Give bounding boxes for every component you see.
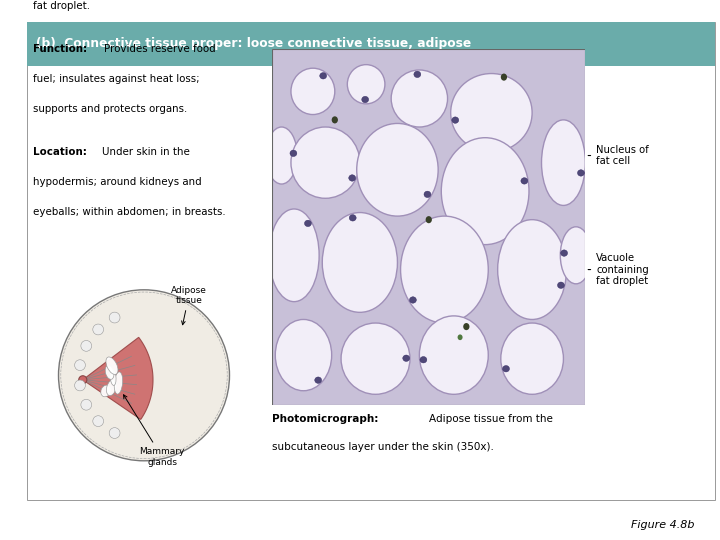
Text: fuel; insulates against heat loss;: fuel; insulates against heat loss; xyxy=(33,74,199,84)
Ellipse shape xyxy=(577,170,585,176)
Text: Vacuole
containing
fat droplet: Vacuole containing fat droplet xyxy=(588,253,649,286)
Ellipse shape xyxy=(419,316,488,394)
Text: Provides reserve food: Provides reserve food xyxy=(104,44,216,53)
Circle shape xyxy=(332,116,338,124)
Text: Figure 4.8b: Figure 4.8b xyxy=(631,520,695,530)
Ellipse shape xyxy=(58,290,230,461)
Ellipse shape xyxy=(305,220,311,227)
Text: supports and protects organs.: supports and protects organs. xyxy=(33,104,187,114)
Ellipse shape xyxy=(410,297,416,303)
Text: hypodermis; around kidneys and: hypodermis; around kidneys and xyxy=(33,177,202,187)
Text: fat droplet.: fat droplet. xyxy=(33,1,90,11)
Ellipse shape xyxy=(275,320,332,391)
Circle shape xyxy=(426,216,432,223)
Text: Mammary
glands: Mammary glands xyxy=(124,395,185,467)
Ellipse shape xyxy=(291,127,360,198)
Ellipse shape xyxy=(323,213,397,312)
Text: Under skin in the: Under skin in the xyxy=(102,146,189,157)
Ellipse shape xyxy=(291,68,335,114)
Ellipse shape xyxy=(561,250,567,256)
Circle shape xyxy=(93,324,104,335)
Circle shape xyxy=(81,399,91,410)
Ellipse shape xyxy=(391,70,448,127)
Ellipse shape xyxy=(541,120,585,205)
Ellipse shape xyxy=(110,369,116,386)
Ellipse shape xyxy=(269,209,319,302)
Text: Location:: Location: xyxy=(33,146,87,157)
Ellipse shape xyxy=(521,178,528,184)
Ellipse shape xyxy=(498,220,567,320)
Circle shape xyxy=(501,73,507,80)
Ellipse shape xyxy=(101,385,111,397)
Text: Adipose
tissue: Adipose tissue xyxy=(171,286,207,325)
Ellipse shape xyxy=(290,150,297,157)
Polygon shape xyxy=(83,338,153,420)
Ellipse shape xyxy=(420,356,427,363)
Text: Function:: Function: xyxy=(33,44,87,53)
Circle shape xyxy=(109,312,120,323)
Text: subcutaneous layer under the skin (350x).: subcutaneous layer under the skin (350x)… xyxy=(272,442,494,452)
Circle shape xyxy=(109,428,120,438)
Ellipse shape xyxy=(107,380,117,396)
Ellipse shape xyxy=(341,323,410,394)
Ellipse shape xyxy=(348,175,356,181)
Ellipse shape xyxy=(105,366,114,380)
FancyBboxPatch shape xyxy=(27,22,715,65)
Ellipse shape xyxy=(106,357,118,374)
Ellipse shape xyxy=(441,138,529,245)
Ellipse shape xyxy=(414,71,420,78)
Ellipse shape xyxy=(361,96,369,103)
Ellipse shape xyxy=(356,124,438,216)
Ellipse shape xyxy=(402,355,410,361)
Ellipse shape xyxy=(266,127,297,184)
Ellipse shape xyxy=(452,117,459,123)
Circle shape xyxy=(458,334,462,340)
Text: Adipose tissue from the: Adipose tissue from the xyxy=(429,414,553,424)
Circle shape xyxy=(81,341,91,352)
Circle shape xyxy=(75,360,86,370)
Ellipse shape xyxy=(560,227,592,284)
Circle shape xyxy=(78,376,87,384)
Text: Photomicrograph:: Photomicrograph: xyxy=(272,414,379,424)
Ellipse shape xyxy=(557,282,564,288)
Ellipse shape xyxy=(503,366,510,372)
Text: eyeballs; within abdomen; in breasts.: eyeballs; within abdomen; in breasts. xyxy=(33,207,226,217)
Circle shape xyxy=(75,380,86,391)
Ellipse shape xyxy=(114,372,122,394)
Circle shape xyxy=(93,416,104,427)
Ellipse shape xyxy=(320,72,327,79)
Ellipse shape xyxy=(451,73,532,152)
Ellipse shape xyxy=(347,65,385,104)
Text: Nucleus of
fat cell: Nucleus of fat cell xyxy=(588,145,649,166)
Text: (b)  Connective tissue proper: loose connective tissue, adipose: (b) Connective tissue proper: loose conn… xyxy=(35,37,471,50)
Ellipse shape xyxy=(349,214,356,221)
Circle shape xyxy=(463,323,469,330)
Ellipse shape xyxy=(501,323,564,394)
Ellipse shape xyxy=(424,191,431,198)
Ellipse shape xyxy=(315,377,322,383)
Ellipse shape xyxy=(400,216,488,323)
